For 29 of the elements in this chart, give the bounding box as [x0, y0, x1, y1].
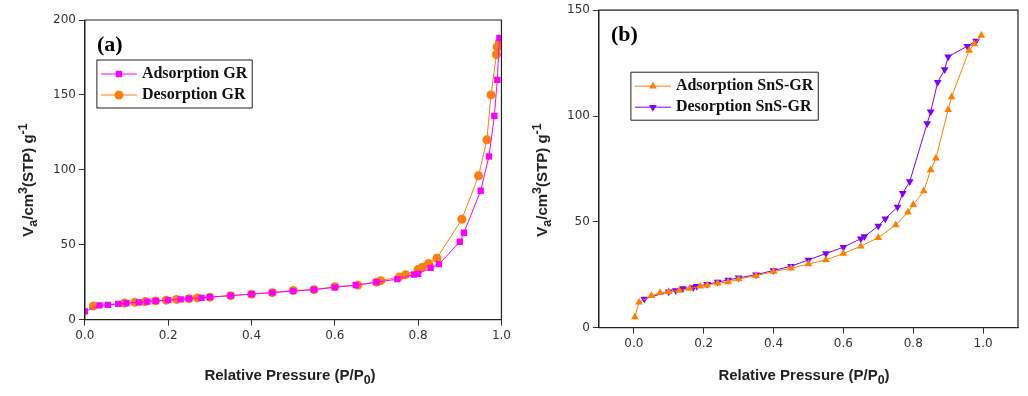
x-tick-label: 0.2 — [694, 335, 714, 350]
x-tick-label: 0.2 — [158, 327, 178, 342]
y-tick-label: 100 — [567, 108, 590, 123]
y-tick-label: 0 — [68, 311, 76, 326]
legend-label: Desorption GR — [141, 85, 246, 104]
legend-label: Adsorption GR — [141, 64, 248, 83]
y-tick-label: 150 — [567, 2, 590, 17]
x-tick-label: 1.0 — [491, 327, 511, 342]
x-axis-title: Relative Pressure (P/P$_{0}$) — [204, 366, 376, 387]
text: (b) — [610, 20, 638, 46]
y-tick-label: 200 — [53, 12, 76, 27]
x-axis-title: Relative Pressure (P/P$_{0}$) — [718, 366, 890, 387]
x-tick-label: 0.0 — [624, 335, 644, 350]
x-tick-label: 0.8 — [903, 335, 923, 350]
y-tick-label: 100 — [53, 161, 76, 176]
legend-label: Desorption SnS-GR — [675, 97, 812, 116]
x-tick-label: 0.8 — [408, 327, 428, 342]
x-tick-label: 0.4 — [241, 327, 262, 342]
y-tick-label: 0 — [582, 319, 590, 334]
y-tick-label: 50 — [60, 236, 76, 251]
y-tick-label: 50 — [574, 213, 590, 228]
x-tick-label: 0.0 — [75, 327, 95, 342]
x-tick-label: 0.6 — [833, 335, 853, 350]
legend-label: Adsorption SnS-GR — [675, 76, 814, 95]
text: (a) — [96, 30, 123, 56]
x-tick-label: 0.6 — [325, 327, 345, 342]
x-tick-label: 0.4 — [763, 335, 784, 350]
x-tick-label: 1.0 — [973, 335, 993, 350]
y-tick-label: 150 — [53, 87, 76, 102]
